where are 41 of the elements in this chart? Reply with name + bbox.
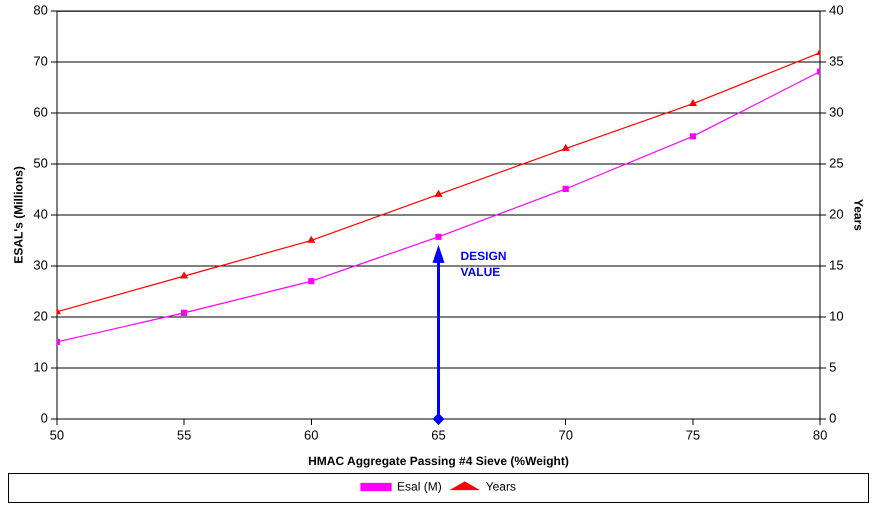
y-axis-title: ESAL's (Millions) [12, 166, 26, 264]
x-axis-title: HMAC Aggregate Passing #4 Sieve (%Weight) [308, 454, 569, 468]
annotation: DESIGN VALUE [460, 249, 507, 280]
y-tick-label: 80 [33, 2, 48, 18]
y2-tick-label: 15 [829, 258, 844, 273]
x-tick-label: 65 [431, 427, 446, 442]
point [180, 272, 188, 278]
y-tick-label: 10 [33, 360, 48, 375]
y2-tick-label: 35 [829, 53, 844, 68]
y2-tick-label: 25 [829, 155, 844, 170]
y-tick-label: 30 [33, 258, 48, 273]
y2-tick-label: 0 [829, 410, 836, 426]
point [690, 133, 696, 140]
point [308, 236, 315, 243]
y2-tick-label: 40 [829, 2, 844, 18]
y2-tick-label: 5 [829, 360, 836, 375]
point [562, 144, 570, 151]
x-tick-label: 60 [304, 427, 319, 442]
y-tick-label: 50 [33, 155, 48, 170]
y2-axis-title: Years [851, 198, 866, 232]
y2-tick-label: 20 [829, 206, 844, 222]
point [181, 310, 188, 316]
x-tick-label: 80 [812, 427, 828, 442]
legend-label: Esal (M) [397, 479, 442, 494]
legend-label: Years [486, 479, 516, 494]
y-tick-label: 0 [40, 410, 48, 426]
x-tick-label: 55 [176, 427, 192, 442]
y-tick-label: 70 [33, 53, 48, 68]
point [562, 186, 569, 192]
x-tick-label: 50 [50, 427, 64, 442]
y2-tick-label: 10 [829, 308, 844, 324]
y-tick-label: 40 [33, 206, 48, 222]
point [434, 190, 442, 197]
y-tick-label: 60 [33, 104, 48, 120]
point [435, 234, 442, 240]
x-tick-label: 70 [558, 427, 573, 442]
y2-tick-label: 30 [829, 104, 844, 120]
point [689, 100, 697, 106]
y-tick-label: 20 [33, 308, 48, 324]
point [308, 278, 314, 284]
x-tick-label: 75 [686, 427, 700, 442]
